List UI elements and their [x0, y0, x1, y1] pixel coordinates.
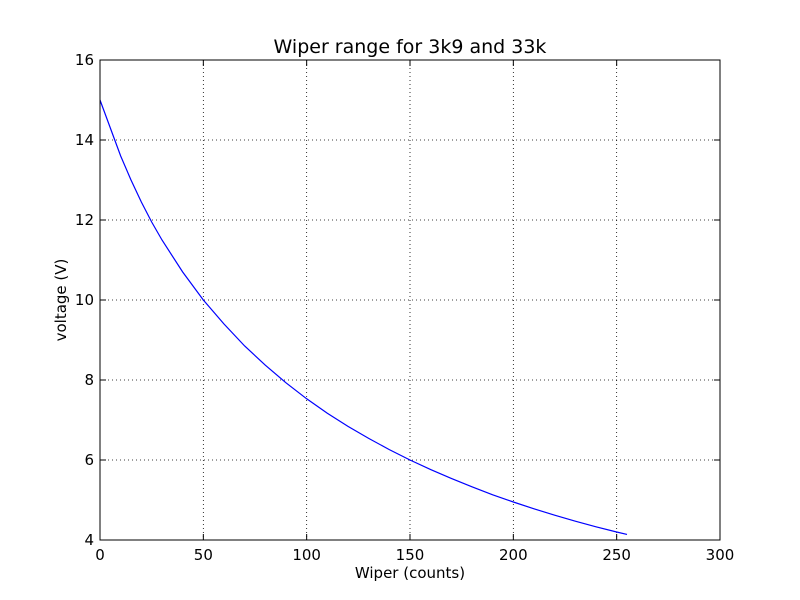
y-tick-label: 12 [75, 211, 94, 229]
x-axis-label: Wiper (counts) [355, 564, 465, 582]
grid-lines [100, 60, 720, 540]
x-tick-label: 50 [194, 546, 213, 564]
series-line [99, 99, 628, 535]
y-tick-label: 14 [75, 131, 94, 149]
x-tick-label: 300 [706, 546, 735, 564]
series-group [99, 99, 628, 535]
x-tick-label: 150 [396, 546, 425, 564]
y-tick-label: 10 [75, 291, 94, 309]
tick-marks [99, 59, 721, 541]
y-tick-label: 8 [84, 371, 94, 389]
x-tick-label: 250 [602, 546, 631, 564]
x-tick-label: 200 [499, 546, 528, 564]
y-axis-label: voltage (V) [52, 259, 70, 342]
x-tick-labels: 0 50 100 150 200 250 300 [95, 546, 734, 564]
chart-title: Wiper range for 3k9 and 33k [274, 36, 547, 58]
x-tick-label: 0 [95, 546, 105, 564]
y-tick-label: 6 [84, 451, 94, 469]
y-tick-label: 4 [84, 531, 94, 549]
x-tick-label: 100 [292, 546, 321, 564]
y-tick-labels: 4 6 8 10 12 14 16 [75, 51, 94, 549]
y-tick-label: 16 [75, 51, 94, 69]
